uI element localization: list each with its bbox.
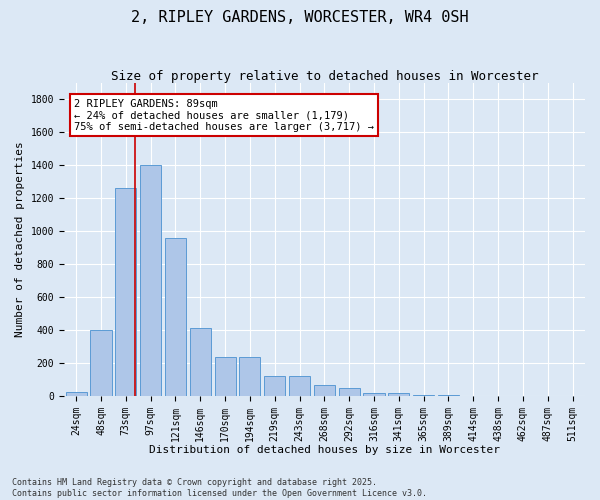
- Bar: [364, 393, 385, 396]
- Y-axis label: Number of detached properties: Number of detached properties: [15, 142, 25, 338]
- Bar: [289, 376, 310, 396]
- Bar: [140, 166, 161, 396]
- Bar: [115, 188, 136, 396]
- X-axis label: Distribution of detached houses by size in Worcester: Distribution of detached houses by size …: [149, 445, 500, 455]
- Bar: [338, 388, 360, 396]
- Text: 2 RIPLEY GARDENS: 89sqm
← 24% of detached houses are smaller (1,179)
75% of semi: 2 RIPLEY GARDENS: 89sqm ← 24% of detache…: [74, 98, 374, 132]
- Text: Contains HM Land Registry data © Crown copyright and database right 2025.
Contai: Contains HM Land Registry data © Crown c…: [12, 478, 427, 498]
- Bar: [413, 395, 434, 396]
- Bar: [165, 238, 186, 396]
- Bar: [388, 393, 409, 396]
- Bar: [239, 357, 260, 396]
- Bar: [215, 357, 236, 396]
- Bar: [91, 330, 112, 396]
- Bar: [190, 328, 211, 396]
- Bar: [438, 395, 459, 396]
- Text: 2, RIPLEY GARDENS, WORCESTER, WR4 0SH: 2, RIPLEY GARDENS, WORCESTER, WR4 0SH: [131, 10, 469, 25]
- Bar: [314, 385, 335, 396]
- Bar: [65, 392, 87, 396]
- Bar: [264, 376, 285, 396]
- Title: Size of property relative to detached houses in Worcester: Size of property relative to detached ho…: [110, 70, 538, 83]
